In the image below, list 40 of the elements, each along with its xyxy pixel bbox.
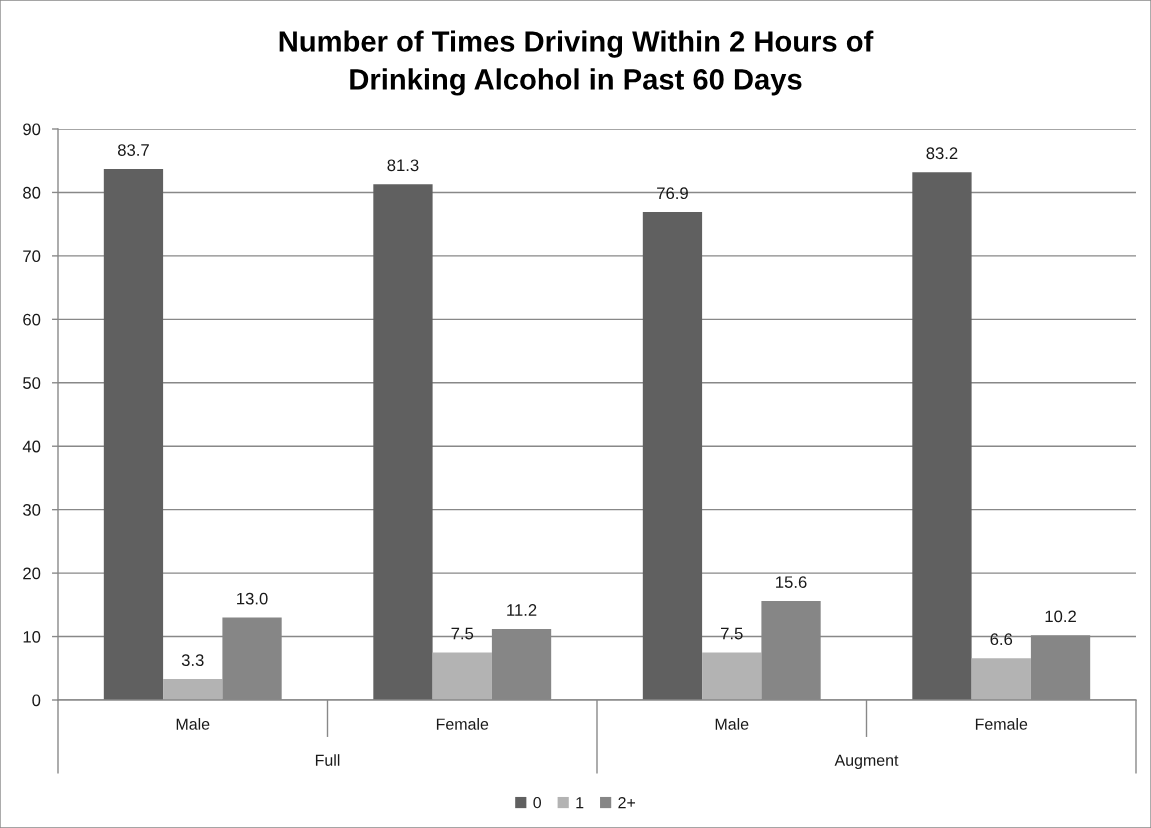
bar <box>163 679 223 700</box>
data-label: 83.7 <box>117 144 149 156</box>
chart-title: Number of Times Driving Within 2 Hours of Drinking Alcohol in Past 60 Days <box>279 30 874 96</box>
bar <box>432 652 492 700</box>
data-label: 10.2 <box>1045 610 1076 623</box>
bar <box>912 172 972 700</box>
x-tick-label: Male <box>715 718 749 730</box>
legend-label: 0 <box>533 796 542 809</box>
legend-label: 2+ <box>618 796 636 809</box>
x-tick-label: Female <box>975 718 1028 730</box>
y-tick-label: 40 <box>22 440 41 453</box>
data-label: 3.3 <box>181 654 204 667</box>
data-label: 76.9 <box>657 187 688 200</box>
data-label: 11.2 <box>507 604 537 616</box>
text: Full <box>315 754 340 766</box>
legend-label: 1 <box>576 797 584 809</box>
data-label: 83.2 <box>926 147 958 160</box>
y-tick-label: 80 <box>23 186 41 199</box>
y-tick-label: 10 <box>23 630 41 643</box>
data-label: 6.6 <box>990 633 1013 646</box>
y-tick-label: 90 <box>23 123 41 136</box>
y-tick-label: 0 <box>32 694 41 707</box>
bar <box>702 652 762 700</box>
text: Augment <box>834 754 899 770</box>
data-label: 7.5 <box>451 627 474 640</box>
x-tick-label: Female <box>436 718 489 730</box>
bar <box>971 658 1031 700</box>
y-tick-label: 50 <box>23 377 41 389</box>
y-tick-label: 20 <box>23 567 41 580</box>
data-label: 15.6 <box>776 576 807 589</box>
bar <box>373 184 433 700</box>
bar <box>642 212 703 700</box>
bar <box>103 168 164 700</box>
y-tick-label: 30 <box>23 504 41 516</box>
data-label: 81.3 <box>387 159 419 172</box>
y-tick-label: 70 <box>23 250 41 263</box>
x-tick-label: Male <box>176 718 210 730</box>
data-label: 7.5 <box>721 627 743 640</box>
data-label: 13.0 <box>237 592 268 605</box>
y-tick-label: 60 <box>23 313 41 326</box>
